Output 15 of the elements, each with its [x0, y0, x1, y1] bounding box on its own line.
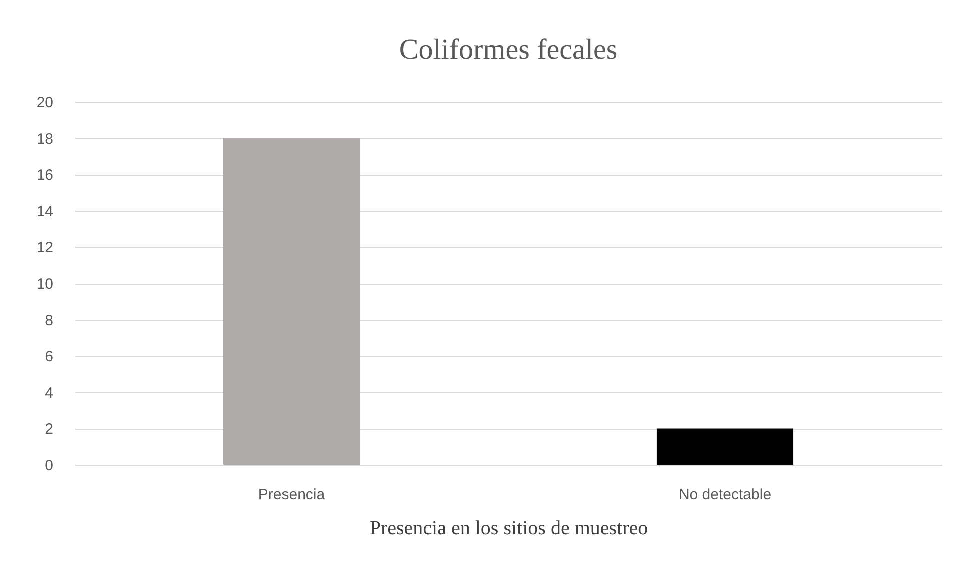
y-tick-label: 4	[45, 384, 54, 402]
y-tick-label: 12	[36, 240, 54, 257]
x-tick-label: Presencia	[258, 486, 326, 504]
chart-title: Coliformes fecales	[399, 34, 618, 66]
y-tick-label: 2	[45, 421, 54, 438]
y-tick-label: 16	[36, 167, 54, 184]
y-tick-label: 18	[36, 130, 54, 148]
x-tick-label: No detectable	[678, 486, 772, 504]
y-tick-label: 20	[36, 94, 54, 112]
y-tick-label: 10	[36, 276, 54, 293]
y-tick-label: 8	[45, 312, 54, 330]
y-tick-label: 6	[45, 348, 54, 366]
x-axis-title: Presencia en los sitios de muestreo	[370, 518, 648, 540]
y-tick-label: 0	[45, 458, 54, 474]
y-tick-label: 14	[36, 203, 54, 220]
